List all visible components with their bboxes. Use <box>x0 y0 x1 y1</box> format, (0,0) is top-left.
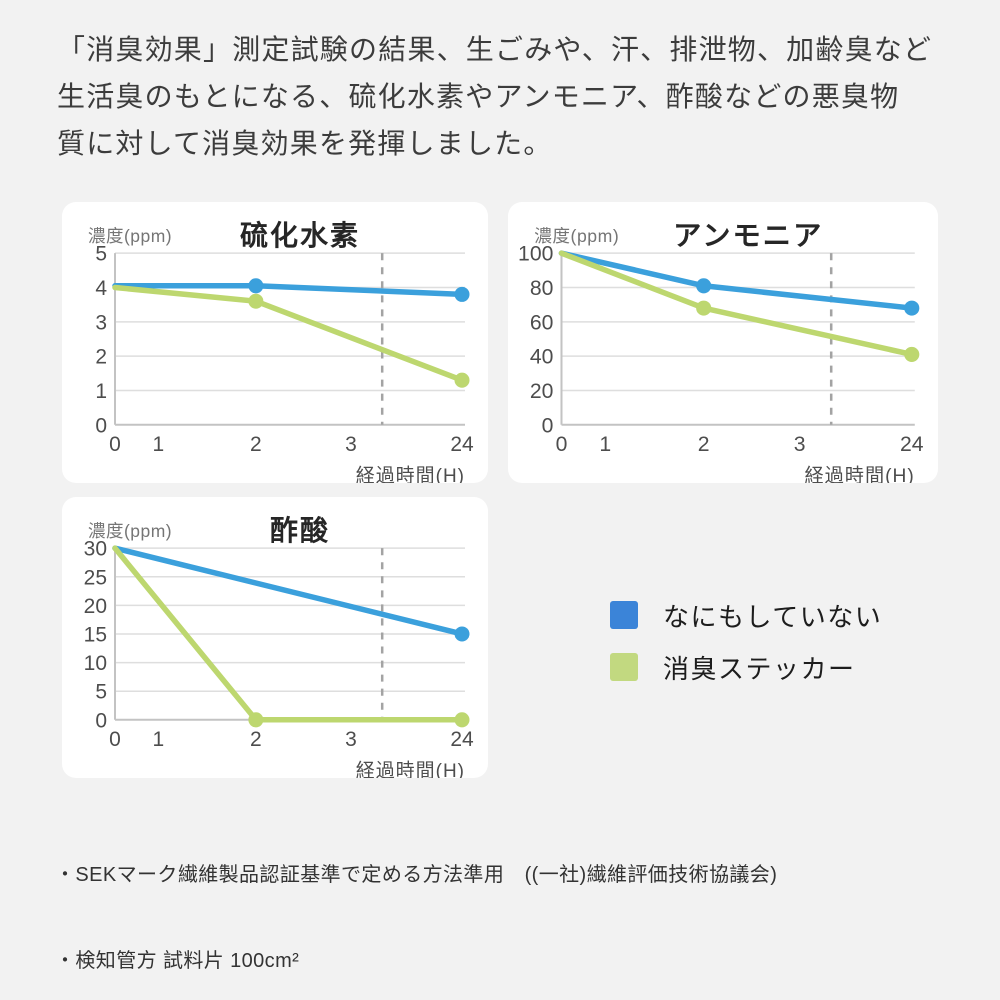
data-point-marker <box>454 372 470 388</box>
x-tick-label: 0 <box>109 433 121 456</box>
legend-swatch-blue <box>610 601 638 629</box>
y-tick-label: 5 <box>95 243 107 266</box>
series-line <box>112 284 465 383</box>
y-tick-label: 20 <box>84 595 107 618</box>
page-title: 「消臭効果」測定試験の結果、生ごみや、汗、排泄物、加齢臭など 生活臭のもとになる… <box>57 26 957 167</box>
y-tick-label: 30 <box>84 538 107 561</box>
y-tick-label: 100 <box>518 243 553 266</box>
header-line-3: 質に対して消臭効果を発揮しました。 <box>57 128 553 159</box>
legend-item-deodorant-sticker: 消臭ステッカー <box>610 653 882 684</box>
chart-card-hydrogen-sulfide: 0 1 2 3 4 5 0 1 2 3 24 経過時間(H) 濃度(ppm) 硫化水素 <box>62 202 488 483</box>
footnotes: ・SEKマーク繊維製品認証基準で定める方法準用 ((一社)繊維評価技術協議会) … <box>55 804 965 1000</box>
y-tick-label: 20 <box>530 380 554 403</box>
y-tick-label: 4 <box>95 277 107 300</box>
legend-swatch-green <box>610 653 638 681</box>
x-tick-label: 2 <box>250 433 262 456</box>
data-point-marker <box>454 626 470 642</box>
y-tick-label: 0 <box>95 709 107 732</box>
header-line-1: 「消臭効果」測定試験の結果、生ごみや、汗、排泄物、加齢臭など <box>57 34 933 65</box>
data-point-marker <box>454 286 470 302</box>
x-tick-label: 3 <box>345 433 357 456</box>
chart-title: 硫化水素 <box>240 219 360 251</box>
data-point-marker <box>696 300 712 316</box>
data-point-marker <box>904 346 920 362</box>
data-point-marker <box>696 278 712 294</box>
x-tick-label: 1 <box>153 433 165 456</box>
x-tick-label: 0 <box>109 728 121 751</box>
series-line <box>558 250 915 311</box>
series-line <box>112 545 465 637</box>
x-tick-label: 2 <box>250 728 262 751</box>
data-point-marker <box>248 293 264 309</box>
chart-card-acetic-acid: 0 5 10 15 20 25 30 0 1 2 3 24 経過時間(H) 濃度(ppm) 酢酸 <box>62 497 488 778</box>
chart-legend: なにもしていない 消臭ステッカー <box>610 601 882 705</box>
x-tick-label: 3 <box>345 728 357 751</box>
data-point-marker <box>248 278 264 294</box>
footnote-line: ・SEKマーク繊維製品認証基準で定める方法準用 ((一社)繊維評価技術協議会) <box>55 864 778 886</box>
y-axis-unit-label: 濃度(ppm) <box>534 226 619 246</box>
y-tick-label: 10 <box>84 652 107 675</box>
y-axis-unit-label: 濃度(ppm) <box>88 521 172 541</box>
chart-title: 酢酸 <box>270 515 330 546</box>
header-line-2: 生活臭のもとになる、硫化水素やアンモニア、酢酸などの悪臭物 <box>57 81 900 112</box>
legend-label: なにもしていない <box>663 601 883 632</box>
chart-title: アンモニア <box>673 219 823 251</box>
data-point-marker <box>454 712 470 728</box>
line-chart: 0 5 10 15 20 25 30 0 1 2 3 24 経過時間(H) 濃度(ppm) 酢酸 <box>84 515 474 778</box>
y-tick-label: 5 <box>95 681 107 704</box>
x-tick-label: 3 <box>794 433 806 456</box>
y-tick-label: 0 <box>542 414 554 437</box>
x-axis-label: 経過時間(H) <box>804 465 914 483</box>
line-chart: 0 20 40 60 80 100 0 1 2 3 24 経過時間(H) 濃度(ppm) アンモニア <box>518 219 924 483</box>
y-tick-label: 2 <box>95 346 107 369</box>
x-tick-label: 1 <box>599 433 611 456</box>
y-tick-label: 15 <box>84 623 107 646</box>
x-tick-label: 24 <box>900 433 924 456</box>
footnote-line: ・検知管方 試料片 100cm² <box>55 949 300 972</box>
line-chart: 0 1 2 3 4 5 0 1 2 3 24 経過時間(H) 濃度(ppm) 硫化水素 <box>88 219 474 483</box>
x-tick-label: 2 <box>698 433 710 456</box>
y-axis-unit-label: 濃度(ppm) <box>88 226 172 246</box>
y-tick-label: 40 <box>530 346 554 369</box>
data-point-marker <box>904 300 920 316</box>
x-tick-label: 24 <box>450 433 474 456</box>
legend-label: 消臭ステッカー <box>663 653 856 684</box>
y-tick-label: 25 <box>84 566 107 589</box>
data-point-marker <box>248 712 264 728</box>
y-tick-label: 3 <box>95 311 107 334</box>
legend-item-untreated: なにもしていない <box>610 601 882 632</box>
x-tick-label: 24 <box>450 728 474 751</box>
y-tick-label: 80 <box>530 277 554 300</box>
x-tick-label: 1 <box>153 728 165 751</box>
chart-card-ammonia: 0 20 40 60 80 100 0 1 2 3 24 経過時間(H) 濃度(ppm) アンモニア <box>508 202 938 483</box>
x-axis-label: 経過時間(H) <box>356 465 465 483</box>
x-tick-label: 0 <box>556 433 568 456</box>
y-tick-label: 60 <box>530 311 554 334</box>
y-tick-label: 0 <box>95 414 107 437</box>
x-axis-label: 経過時間(H) <box>356 760 465 778</box>
y-tick-label: 1 <box>95 380 107 403</box>
